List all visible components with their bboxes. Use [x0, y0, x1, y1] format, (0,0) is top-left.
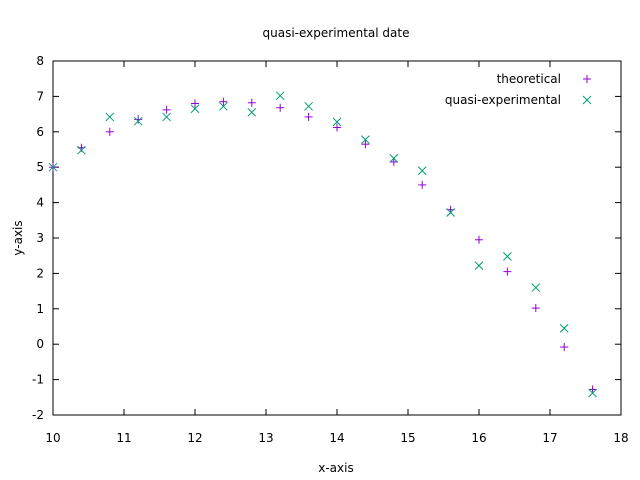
theoretical-point — [276, 103, 285, 112]
quasi-experimental-point — [361, 135, 370, 144]
quasi-experimental-point — [559, 323, 569, 333]
y-tick-label: 7 — [36, 89, 44, 103]
theoretical-point — [389, 157, 398, 166]
quasi-experimental-point — [48, 162, 58, 172]
theoretical-point — [361, 140, 370, 149]
data-points — [48, 91, 597, 398]
chart-title: quasi-experimental date — [263, 26, 410, 40]
y-tick-label: 2 — [36, 266, 44, 280]
quasi-experimental-point — [474, 261, 484, 270]
theoretical-point — [588, 385, 597, 394]
quasi-experimental-point — [446, 208, 455, 217]
theoretical-point — [134, 115, 143, 124]
plot-frame — [52, 60, 622, 416]
legend-marker — [582, 95, 592, 105]
y-tick-label: -2 — [32, 408, 44, 422]
theoretical-point — [531, 304, 540, 313]
y-axis-label: y-axis — [11, 220, 25, 255]
x-tick-label: 12 — [187, 431, 202, 445]
quasi-experimental-point — [332, 117, 342, 127]
quasi-experimental-point — [133, 116, 143, 126]
y-tick-label: 6 — [36, 125, 44, 139]
x-axis-label: x-axis — [318, 461, 353, 475]
theoretical-point — [560, 343, 569, 352]
theoretical-point — [503, 267, 512, 276]
x-tick-label: 10 — [45, 431, 60, 445]
quasi-experimental-point — [247, 107, 257, 117]
theoretical-point — [219, 97, 228, 106]
x-tick-label: 15 — [400, 431, 415, 445]
y-tick-label: 1 — [36, 302, 44, 316]
quasi-experimental-point — [162, 112, 171, 122]
y-tick-label: 0 — [36, 337, 44, 351]
x-tick-label: 16 — [471, 431, 486, 445]
legend-label: quasi-experimental — [445, 93, 561, 107]
y-tick-label: 3 — [36, 231, 44, 245]
x-tick-label: 18 — [613, 431, 628, 445]
y-tick-label: 4 — [36, 196, 44, 210]
quasi-experimental-point — [588, 388, 597, 398]
quasi-experimental-point — [219, 101, 228, 111]
theoretical-point — [418, 180, 427, 189]
quasi-experimental-point — [389, 153, 399, 163]
quasi-experimental-point — [77, 145, 86, 155]
legend-marker — [583, 75, 591, 83]
x-tick-label: 14 — [329, 431, 344, 445]
quasi-experimental-point — [190, 104, 200, 114]
y-tick-label: -1 — [32, 373, 44, 387]
y-tick-label: 5 — [36, 160, 44, 174]
quasi-experimental-point — [304, 101, 313, 111]
legend-label: theoretical — [497, 72, 561, 86]
theoretical-point — [304, 112, 313, 121]
theoretical-point — [333, 123, 341, 132]
theoretical-point — [162, 105, 171, 114]
theoretical-point — [105, 127, 114, 136]
quasi-experimental-point — [531, 283, 541, 292]
theoretical-point — [475, 235, 483, 244]
x-tick-label: 17 — [542, 431, 557, 445]
quasi-experimental-point — [105, 112, 115, 122]
quasi-experimental-point — [275, 91, 285, 101]
x-tick-label: 13 — [258, 431, 273, 445]
theoretical-point — [247, 98, 256, 107]
y-tick-label: 8 — [36, 54, 44, 68]
x-tick-label: 11 — [116, 431, 131, 445]
quasi-experimental-point — [417, 166, 427, 176]
theoretical-point — [191, 99, 199, 108]
quasi-experimental-point — [503, 252, 512, 261]
legend: theoretical quasi-experimental — [445, 72, 592, 107]
